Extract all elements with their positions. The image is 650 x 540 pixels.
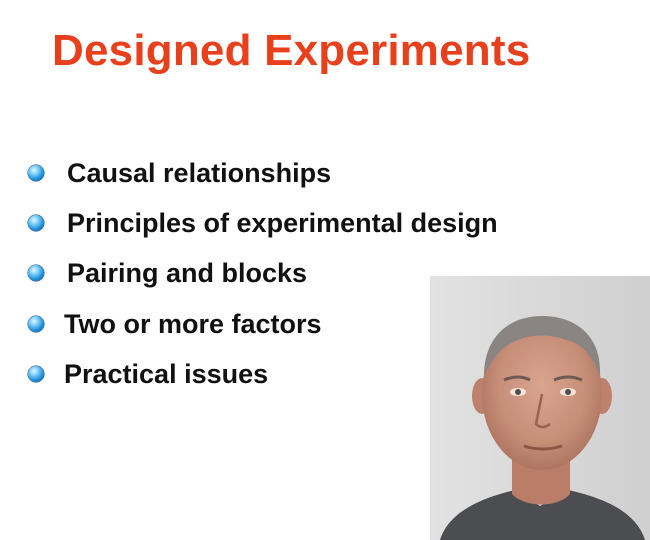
bullet-text: Two or more factors bbox=[64, 309, 322, 339]
blue-sphere-bullet-icon bbox=[28, 316, 44, 332]
blue-sphere-bullet-icon bbox=[28, 215, 44, 231]
slide-title: Designed Experiments bbox=[52, 26, 531, 75]
bullet-text: Causal relationships bbox=[67, 158, 332, 188]
bullet-text: Practical issues bbox=[64, 359, 269, 389]
blue-sphere-bullet-icon bbox=[28, 366, 44, 382]
presenter-photo bbox=[430, 276, 650, 540]
bullet-text: Principles of experimental design bbox=[67, 208, 498, 238]
portrait-illustration bbox=[430, 276, 650, 540]
bullet-text: Pairing and blocks bbox=[67, 258, 308, 288]
blue-sphere-bullet-icon bbox=[28, 165, 44, 181]
blue-sphere-bullet-icon bbox=[28, 265, 44, 281]
